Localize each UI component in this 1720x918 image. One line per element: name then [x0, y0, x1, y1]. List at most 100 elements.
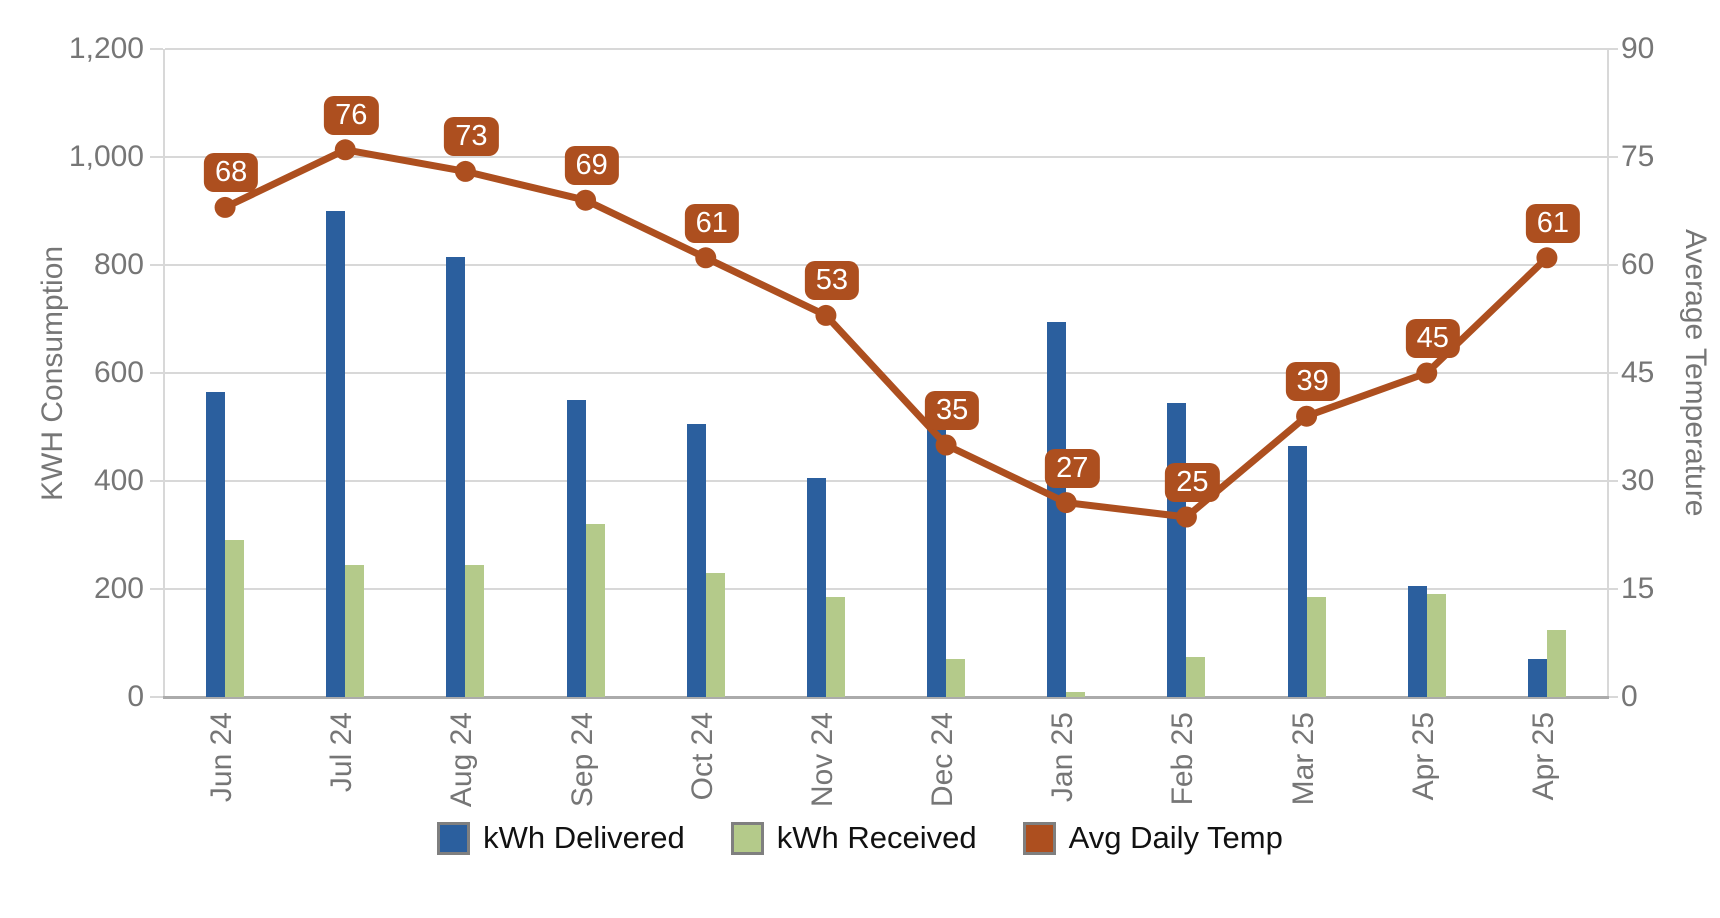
temp-point-label: 69	[564, 146, 619, 186]
right-tick-label: 0	[1621, 680, 1638, 713]
temp-point-label: 53	[804, 261, 860, 301]
left-tick-mark	[150, 480, 163, 482]
legend-item-avg-daily-temp[interactable]: Avg Daily Temp	[1022, 820, 1283, 856]
bar-kwh-received[interactable]	[345, 564, 365, 697]
temp-point-label: 61	[684, 203, 739, 243]
temp-point-label: 73	[444, 117, 499, 157]
right-tick-mark	[1605, 372, 1618, 374]
right-tick-mark	[1605, 48, 1618, 50]
temp-line-layer	[214, 139, 1558, 528]
bar-kwh-delivered[interactable]	[1287, 445, 1307, 697]
temp-point[interactable]	[1175, 506, 1197, 528]
x-axis-label: Mar 25	[1286, 712, 1320, 806]
bar-kwh-received[interactable]	[1546, 629, 1566, 697]
right-tick-label: 45	[1621, 356, 1655, 389]
bar-kwh-received[interactable]	[705, 572, 725, 697]
bar-kwh-received[interactable]	[585, 524, 605, 697]
left-tick-label: 0	[127, 680, 144, 713]
temp-point-label: 39	[1285, 362, 1340, 402]
right-tick-label: 15	[1621, 572, 1655, 605]
legend-label: Avg Daily Temp	[1068, 820, 1283, 855]
bar-kwh-delivered[interactable]	[806, 478, 826, 697]
x-axis-line	[163, 696, 1609, 699]
bar-kwh-delivered[interactable]	[326, 211, 346, 697]
bar-kwh-delivered[interactable]	[686, 424, 706, 697]
x-axis-label: Nov 24	[805, 712, 839, 808]
temp-point[interactable]	[1296, 405, 1318, 427]
left-tick-mark	[150, 156, 163, 158]
left-tick-label: 800	[93, 248, 144, 281]
bar-kwh-received[interactable]	[465, 564, 485, 697]
bar-kwh-received[interactable]	[825, 597, 845, 697]
temp-line[interactable]	[221, 146, 1551, 521]
temp-point-label: 45	[1405, 319, 1460, 358]
left-tick-mark	[150, 264, 163, 266]
right-tick-label: 60	[1621, 248, 1655, 281]
x-axis-label: Feb 25	[1166, 712, 1200, 806]
temp-point[interactable]	[214, 196, 236, 218]
left-tick-label: 200	[93, 572, 144, 605]
bar-kwh-received[interactable]	[1186, 656, 1206, 697]
right-tick-label: 75	[1621, 140, 1655, 173]
legend-label: kWh Received	[776, 820, 977, 855]
legend-label: kWh Delivered	[483, 820, 685, 855]
bar-kwh-delivered[interactable]	[206, 391, 226, 697]
temp-point[interactable]	[334, 139, 356, 161]
left-tick-mark	[150, 372, 163, 374]
left-tick-label: 400	[93, 464, 144, 497]
left-tick-mark	[150, 696, 163, 698]
left-tick-mark	[150, 588, 163, 590]
bar-kwh-delivered[interactable]	[927, 424, 947, 697]
temp-point[interactable]	[1055, 492, 1077, 514]
temp-point[interactable]	[695, 247, 717, 269]
left-tick-label: 1,200	[68, 32, 144, 65]
plot-area: 68 76 73 69 61 53 35 27 25 39 45 61	[163, 48, 1609, 699]
left-tick-label: 600	[93, 356, 144, 389]
legend-swatch-avg-daily-temp	[1022, 821, 1056, 855]
bar-kwh-delivered[interactable]	[1527, 659, 1547, 697]
gridline	[165, 156, 1607, 158]
temp-point[interactable]	[575, 189, 597, 211]
chart-legend: kWh Delivered kWh Received Avg Daily Temp	[0, 820, 1720, 856]
right-tick-label: 30	[1621, 464, 1655, 497]
legend-swatch-kwh-delivered	[437, 821, 471, 855]
right-tick-mark	[1605, 264, 1618, 266]
bar-kwh-received[interactable]	[1426, 594, 1446, 697]
bar-kwh-received[interactable]	[1306, 597, 1326, 697]
right-axis-title: Average Temperature	[1679, 229, 1712, 517]
bar-kwh-delivered[interactable]	[446, 256, 466, 697]
gridline	[165, 48, 1607, 50]
legend-item-kwh-received[interactable]: kWh Received	[730, 820, 977, 856]
left-tick-mark	[150, 48, 163, 50]
temp-point[interactable]	[454, 160, 476, 182]
x-axis-label: Jun 24	[205, 712, 239, 803]
right-tick-label: 90	[1621, 32, 1655, 65]
bar-kwh-delivered[interactable]	[566, 400, 586, 697]
temp-point[interactable]	[815, 304, 837, 326]
temp-point-label: 25	[1165, 463, 1220, 502]
legend-swatch-kwh-received	[730, 821, 764, 855]
temp-point-label: 27	[1045, 448, 1100, 488]
right-tick-mark	[1605, 696, 1618, 698]
bar-kwh-delivered[interactable]	[1047, 321, 1067, 697]
legend-item-kwh-delivered[interactable]: kWh Delivered	[437, 820, 685, 856]
right-tick-mark	[1605, 480, 1618, 482]
temp-point-label: 61	[1525, 203, 1581, 243]
right-tick-mark	[1605, 588, 1618, 590]
x-axis-label: Jan 25	[1046, 712, 1080, 803]
bar-kwh-delivered[interactable]	[1407, 586, 1427, 697]
gridline	[165, 372, 1607, 374]
x-axis-label: Jul 24	[325, 712, 359, 793]
temp-point[interactable]	[1416, 362, 1438, 384]
temp-point-label: 35	[924, 391, 980, 430]
temp-point-label: 68	[203, 153, 259, 193]
bar-kwh-received[interactable]	[225, 540, 245, 697]
temp-point[interactable]	[935, 434, 957, 456]
bar-kwh-received[interactable]	[946, 659, 966, 697]
gridline	[165, 480, 1607, 482]
bar-kwh-received[interactable]	[1066, 691, 1086, 697]
x-axis-label: Oct 24	[685, 712, 719, 801]
x-axis-label: Apr 25	[1526, 712, 1560, 801]
temp-point[interactable]	[1536, 247, 1558, 269]
